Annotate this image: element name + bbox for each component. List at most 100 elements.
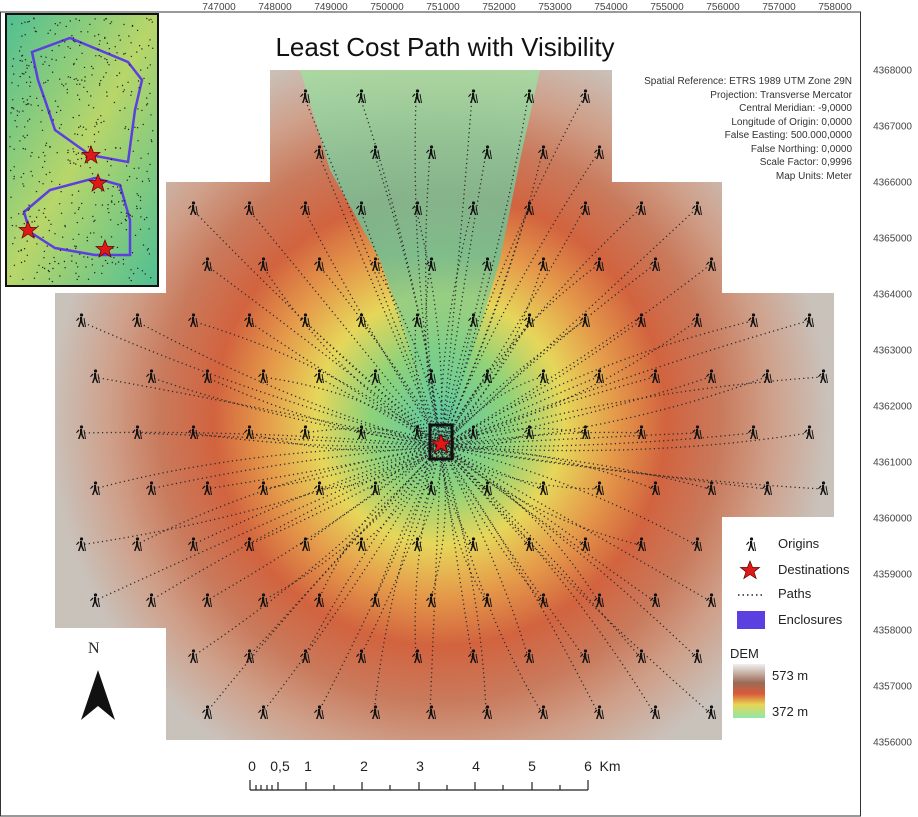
least-cost-path [440, 376, 599, 447]
inset-path-dot [90, 65, 93, 68]
inset-path-dot [30, 155, 32, 157]
inset-path-dot [152, 47, 154, 49]
inset-path-dot [146, 67, 149, 69]
inset-path-dot [94, 272, 96, 274]
inset-path-dot [66, 92, 69, 94]
inset-path-dot [55, 111, 58, 114]
inset-path-dot [26, 240, 28, 242]
inset-path-dot [29, 81, 32, 83]
inset-path-dot [83, 66, 86, 69]
least-cost-path [93, 445, 442, 490]
inset-path-dot [42, 183, 44, 185]
inset-path-dot [146, 103, 149, 105]
inset-path-dot [59, 275, 61, 277]
inset-path-dot [80, 157, 83, 160]
least-cost-path [440, 445, 711, 490]
inset-path-dot [48, 64, 50, 67]
inset-path-dot [148, 83, 151, 85]
inset-path-dot [33, 277, 36, 279]
inset-path-dot [28, 204, 30, 206]
inset-path-dot [67, 76, 70, 78]
inset-path-dot [20, 261, 23, 264]
inset-destination-2 [88, 173, 108, 192]
inset-path-dot [136, 193, 138, 195]
inset-path-dot [134, 234, 137, 237]
inset-path-dot [44, 61, 46, 63]
inset-path-dot [54, 100, 57, 102]
inset-path-dot [145, 104, 148, 106]
inset-path-dot [38, 209, 40, 211]
inset-path-dot [97, 48, 99, 51]
inset-path-dot [41, 166, 44, 168]
inset-path-dot [125, 212, 128, 214]
inset-path-dot [111, 201, 113, 203]
inset-path-dot [149, 163, 151, 166]
x-tick: 748000 [258, 2, 292, 13]
inset-path-dot [119, 192, 122, 194]
inset-path-dot [87, 31, 89, 33]
inset-path-dot [77, 190, 80, 192]
inset-path-dot [125, 219, 127, 222]
x-tick: 756000 [706, 2, 740, 13]
inset-path-dot [83, 86, 85, 89]
inset-path-dot [111, 261, 114, 264]
inset-path-dot [103, 19, 105, 21]
inset-path-dot [75, 245, 78, 248]
inset-path-dot [98, 54, 100, 57]
enclosure-north [30, 36, 144, 164]
inset-path-dot [79, 44, 81, 47]
inset-path-dot [33, 27, 35, 29]
inset-path-dot [53, 256, 55, 259]
inset-path-dot [82, 217, 84, 219]
inset-path-dot [139, 196, 142, 198]
inset-path-dot [42, 63, 44, 65]
inset-path-dot [109, 22, 112, 25]
inset-path-dot [22, 135, 24, 137]
inset-path-dot [150, 277, 152, 279]
inset-path-dot [13, 148, 15, 150]
inset-destination-3 [18, 220, 38, 239]
inset-path-dot [60, 212, 63, 214]
inset-path-dot [27, 209, 29, 211]
inset-path-dot [81, 153, 83, 155]
inset-path-dot [59, 203, 61, 205]
inset-path-dot [100, 79, 102, 82]
inset-path-dot [42, 236, 44, 238]
inset-path-dot [111, 195, 114, 197]
north-arrow [81, 670, 115, 720]
inset-path-dot [13, 178, 15, 180]
inset-path-dot [72, 238, 74, 240]
inset-path-dot [22, 97, 24, 100]
inset-path-dot [22, 147, 24, 150]
inset-path-dot [103, 120, 105, 123]
enclosure-south [22, 176, 132, 257]
inset-path-dot [105, 72, 107, 74]
inset-path-dot [35, 31, 37, 33]
least-cost-path [440, 264, 599, 447]
inset-path-dot [47, 32, 49, 34]
inset-path-dot [73, 78, 75, 81]
inset-path-dot [21, 72, 24, 75]
inset-path-dot [74, 245, 76, 247]
paths-layer [79, 96, 823, 714]
inset-path-dot [23, 223, 25, 225]
inset-path-dot [150, 139, 152, 141]
inset-path-dot [123, 53, 125, 55]
inset-path-dot [44, 216, 47, 218]
inset-path-dot [59, 249, 62, 252]
inset-path-dot [24, 260, 26, 262]
inset-path-dot [36, 97, 38, 100]
inset-path-dot [52, 119, 55, 121]
least-cost-path [303, 208, 442, 447]
inset-path-dot [127, 128, 130, 131]
inset-path-dot [22, 183, 24, 185]
inset-path-dot [71, 35, 73, 37]
inset-path-dot [22, 110, 24, 112]
inset-path-dot [48, 229, 50, 232]
inset-path-dot [30, 104, 32, 106]
inset-path-dot [96, 123, 98, 125]
map-border [0, 11, 861, 817]
inset-path-dot [76, 221, 79, 224]
least-cost-path [373, 376, 442, 447]
inset-path-dot [113, 257, 115, 259]
